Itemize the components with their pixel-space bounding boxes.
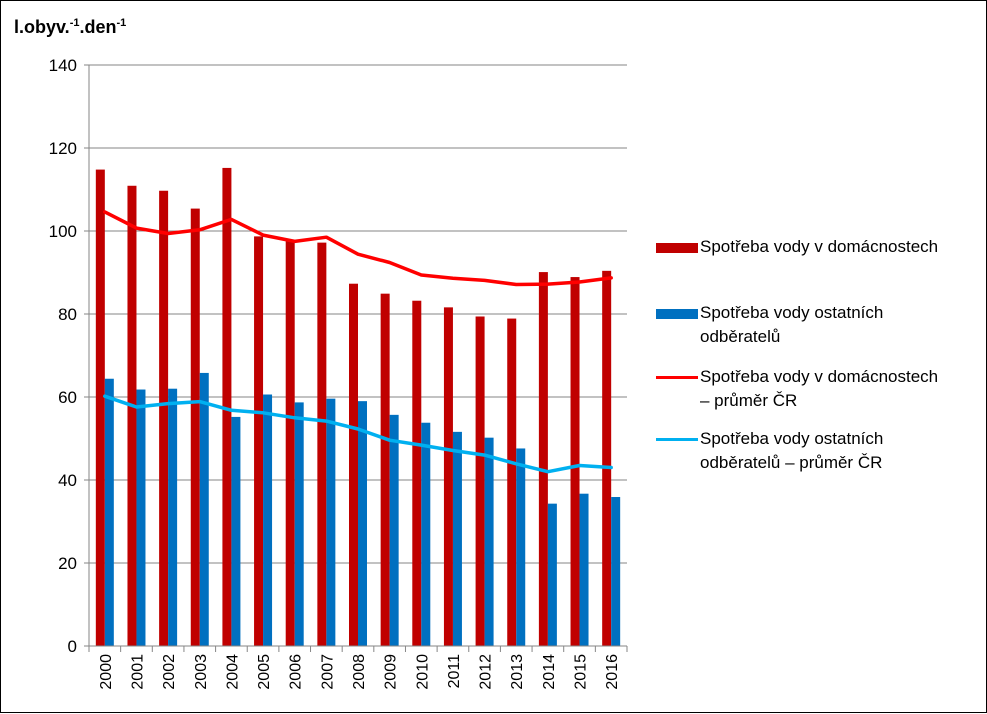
y-axis-unit-label: l.obyv.-1.den-1 [14,17,126,38]
bar-others-2014 [548,504,557,646]
bar-households-2010 [412,301,421,646]
bar-households-2002 [159,191,168,646]
bar-others-2002 [168,389,177,646]
tick-label-x-2012: 2012 [478,654,495,690]
bar-households-2007 [317,243,326,646]
legend-label-others-bar-line2: odběratelů [700,325,986,349]
bar-households-2012 [476,316,485,646]
bar-households-2015 [571,277,580,646]
bar-others-2011 [453,432,462,646]
tick-label-x-2015: 2015 [573,654,590,690]
bar-households-2008 [349,284,358,646]
tick-label-x-2011: 2011 [446,654,463,689]
bar-households-2005 [254,236,263,646]
bar-others-2000 [105,379,114,646]
line-households-average [105,212,611,285]
legend-label-others-bar-line1: Spotřeba vody ostatních [700,301,986,325]
tick-label-x-2002: 2002 [161,654,178,690]
bar-others-2013 [516,448,525,646]
bar-others-2016 [611,497,620,646]
bar-households-2014 [539,272,548,646]
legend-label-households-bar-line1: Spotřeba vody v domácnostech [700,235,986,259]
bar-households-2006 [286,240,295,646]
tick-label-x-2005: 2005 [256,654,273,690]
bar-others-2007 [326,399,335,646]
tick-label-y-60: 60 [58,388,77,407]
bar-others-2004 [231,417,240,646]
legend-item-households-line: Spotřeba vody v domácnostech – průměr ČR [656,365,986,425]
legend-swatch-others-line [656,438,698,441]
bar-households-2009 [381,294,390,646]
tick-label-y-0: 0 [68,637,77,656]
tick-label-x-2013: 2013 [509,654,526,690]
bar-households-2016 [602,271,611,646]
tick-label-x-2004: 2004 [224,654,241,690]
legend-swatch-others-bar [656,309,698,319]
tick-label-x-2003: 2003 [193,654,210,690]
bar-households-2000 [96,170,105,646]
legend-swatch-households-line [656,376,698,379]
tick-label-y-40: 40 [58,471,77,490]
legend-swatch-households-bar [656,243,698,253]
bar-others-2010 [421,423,430,646]
bar-others-2008 [358,401,367,646]
tick-label-y-20: 20 [58,554,77,573]
bar-others-2012 [485,438,494,646]
bar-others-2005 [263,395,272,646]
y-unit-part-2: .den [79,17,116,37]
tick-label-x-2000: 2000 [98,654,115,690]
bar-households-2003 [191,209,200,646]
legend-item-others-bar: Spotřeba vody ostatních odběratelů [656,301,986,361]
chart-legend: Spotřeba vody v domácnostech Spotřeba vo… [656,235,986,487]
y-unit-sup-2: -1 [116,17,126,29]
bar-others-2015 [580,494,589,646]
tick-label-x-2007: 2007 [319,654,336,690]
bar-households-2001 [127,186,136,646]
bar-others-2006 [295,402,304,646]
bar-layer [96,168,620,646]
bar-households-2013 [507,319,516,646]
y-unit-sup-1: -1 [70,17,80,29]
tick-label-y-80: 80 [58,305,77,324]
tick-label-y-120: 120 [49,139,77,158]
legend-label-others-line-line1: Spotřeba vody ostatních [700,427,986,451]
legend-label-others-line-line2: odběratelů – průměr ČR [700,451,986,475]
tick-label-y-140: 140 [49,56,77,75]
tick-label-x-2006: 2006 [288,654,305,690]
bar-others-2009 [390,415,399,646]
legend-label-households-line-line1: Spotřeba vody v domácnostech [700,365,986,389]
bar-others-2003 [200,373,209,646]
legend-item-households-bar: Spotřeba vody v domácnostech [656,235,986,287]
bar-others-2001 [136,390,145,646]
tick-label-x-2016: 2016 [604,654,621,690]
tick-label-x-2010: 2010 [414,654,431,690]
tick-label-x-2009: 2009 [383,654,400,690]
bar-households-2011 [444,307,453,646]
legend-label-households-line-line2: – průměr ČR [700,389,986,413]
tick-label-y-100: 100 [49,222,77,241]
tick-label-x-2008: 2008 [351,654,368,690]
legend-item-others-line: Spotřeba vody ostatních odběratelů – prů… [656,427,986,487]
y-unit-part-1: l.obyv. [14,17,70,37]
tick-label-x-2001: 2001 [129,654,146,690]
tick-label-x-2014: 2014 [541,654,558,690]
